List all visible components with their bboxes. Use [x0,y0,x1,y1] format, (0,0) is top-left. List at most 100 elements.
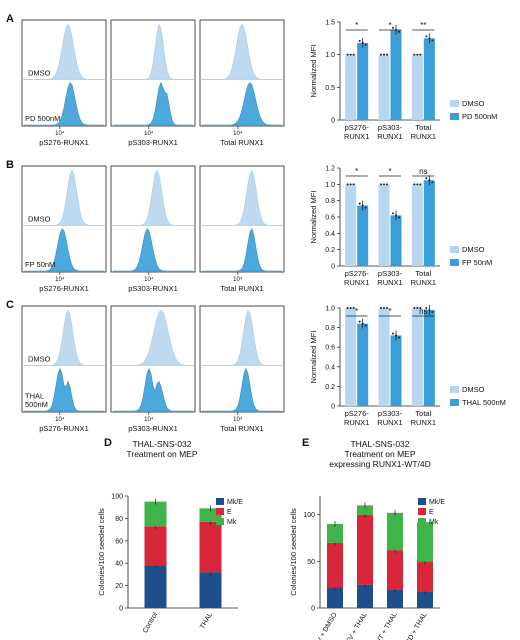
bar-data-point [386,53,388,56]
histogram-tick-label: 10⁴ [144,276,154,283]
bar-fp-50nm-2 [390,215,402,266]
x-tick-label-1: pS276-RUNX1 [344,123,369,141]
legend-swatch-2 [450,113,459,120]
bar-data-point [383,183,385,186]
bar-data-point [431,181,434,184]
barchart-A: 0 0.5 1.0 1.5 Normalized MFI * pS276-RUNX1 * pS3… [309,20,497,142]
stack-e-1 [327,542,343,588]
bar-dmso-3 [411,308,423,406]
stack-e-3 [387,550,403,590]
stack-mk-e-1 [144,565,167,608]
x-tick-label-1: pS276-RUNX1 [344,269,369,287]
bar-data-point [431,310,434,313]
significance-label-1: * [355,167,358,176]
bar-data-point [398,30,400,33]
x-tick-label-2: pS303-RUNX1 [377,123,402,141]
panel-letter-B: B [6,159,14,171]
significance-label-3: ns [419,167,427,176]
significance-label-3: ** [420,21,426,30]
bar-data-point [352,53,355,56]
y-tick-label: 0.4 [325,364,335,371]
legend-swatch-1 [216,498,224,505]
bar-data-point [346,53,349,56]
y-tick-label: 0 [119,606,123,613]
significance-label-1: * [355,307,358,316]
x-tick-label-3: Total RUNX1 [411,409,436,427]
y-axis-label: Normalized MFI [309,191,318,244]
bar-thal-500nm-2 [390,335,402,406]
stack-mk-1 [144,501,167,527]
bar-data-point [386,183,388,186]
y-tick-label: 0.2 [325,384,335,391]
histogram-dmso-label: DMSO [28,354,51,363]
y-tick-label: 0.4 [325,231,335,238]
bar-dmso-1 [345,308,357,406]
bar-data-point [419,53,422,56]
legend-label-2: PD 500nM [462,112,497,121]
y-tick-label: 0.8 [325,198,335,205]
legend-swatch-3 [216,518,224,525]
legend-swatch-2 [216,508,224,515]
bar-fp-50nm-1 [357,205,369,266]
legend-label-1: Mk/E [429,499,445,506]
bar-data-point [380,183,382,186]
bar-data-point [392,26,394,29]
bar-data-point [419,307,422,309]
histogram-tick-label: 10⁴ [55,276,65,283]
histogram-treatment-peak [113,367,193,412]
legend-swatch-1 [418,498,426,505]
legend-swatch-3 [418,518,426,525]
panel-letter-D: D [104,437,112,449]
significance-label-2: * [388,21,391,30]
barchart-B: 0 0.2 0.4 0.6 0.8 1.0 1.2 Normalized MFI * pS276-… [309,166,492,288]
chart-title-D: THAL-SNS-032 Treatment on MEP [126,439,197,459]
stack-mk-e-2 [357,584,373,608]
bar-data-point [358,320,361,323]
y-tick-label: 40 [115,561,123,568]
y-tick-label: 0 [331,404,335,411]
y-tick-label: 0.6 [325,215,335,222]
bar-dmso-3 [411,184,423,266]
stack-mk-3 [387,512,403,551]
histogram-treatment-label: PD 500nM [25,114,60,123]
bar-data-point [364,206,367,209]
histogram-treatment-peak [202,367,282,412]
y-tick-label: 60 [115,538,123,545]
histogram-tick-label: 10⁴ [233,416,243,423]
bar-data-point [413,183,416,186]
histogram-dmso-label: DMSO [28,68,51,77]
legend-swatch-1 [450,246,459,253]
histogram-treatment-peak [202,82,282,126]
y-tick-label: 0 [311,606,315,613]
histogram-treatment-label: FP 50nM [25,260,55,269]
legend-swatch-1 [450,386,459,393]
legend-label-1: DMSO [462,99,485,108]
bar-data-point [425,35,428,38]
histogram-xlabel-1: pS276-RUNX1 [39,284,89,293]
legend-swatch-2 [418,508,426,515]
histogram-xlabel-3: Total RUNX1 [220,424,263,433]
barchart-C: 0 0.2 0.4 0.6 0.8 1.0 Normalized MFI * pS276-RUN… [309,305,506,427]
stack-mk-1 [327,524,343,543]
bar-data-point [380,53,382,56]
bar-data-point [380,307,382,309]
bar-data-point [413,53,416,56]
histogram-tick-label: 10⁴ [144,416,154,423]
stack-mk-e-4 [417,591,433,608]
legend-swatch-1 [450,100,459,107]
y-tick-label: 1.2 [325,166,335,173]
y-tick-label: 1.0 [325,52,335,59]
legend-swatch-2 [450,259,459,266]
bar-data-point [364,324,367,327]
bar-data-point [349,53,352,56]
bar-pd-500nm-3 [423,38,435,121]
bar-dmso-1 [345,184,357,266]
stack-mk-e-1 [327,587,343,608]
histogram-dmso-label: DMSO [28,214,51,223]
histogram-xlabel-3: Total RUNX1 [220,138,263,147]
bar-data-point [398,216,400,219]
histogram-treatment-peak [113,81,193,126]
